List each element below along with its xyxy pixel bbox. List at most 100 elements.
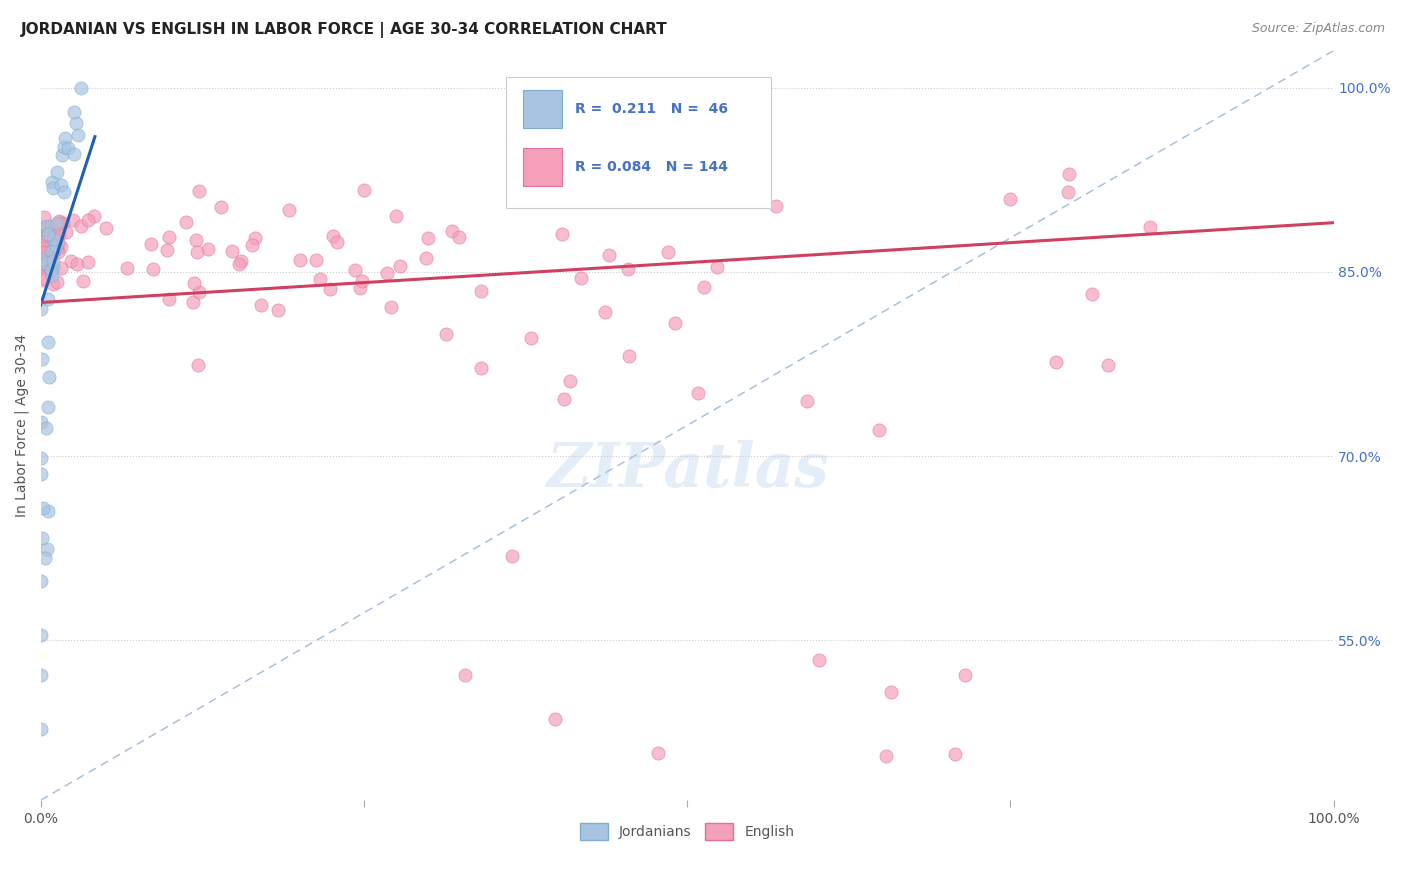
Point xyxy=(221,244,243,258)
Point xyxy=(42,232,65,246)
Point xyxy=(37,231,59,245)
Point xyxy=(30,667,52,681)
Point xyxy=(42,277,65,292)
Point xyxy=(37,292,59,306)
Point xyxy=(37,227,59,241)
Point xyxy=(470,284,492,298)
Text: JORDANIAN VS ENGLISH IN LABOR FORCE | AGE 30-34 CORRELATION CHART: JORDANIAN VS ENGLISH IN LABOR FORCE | AG… xyxy=(21,22,668,38)
Point xyxy=(657,245,679,260)
FancyBboxPatch shape xyxy=(523,90,561,128)
Point xyxy=(418,231,440,245)
Point xyxy=(343,262,366,277)
Point xyxy=(197,242,219,256)
Point xyxy=(37,249,59,263)
Point xyxy=(879,685,901,699)
Point xyxy=(796,393,818,408)
Point xyxy=(553,392,575,406)
Point xyxy=(83,209,105,223)
Point xyxy=(706,260,728,274)
Point xyxy=(46,235,69,250)
Point xyxy=(157,230,180,244)
Point xyxy=(39,263,62,277)
Point xyxy=(1097,358,1119,372)
Legend: Jordanians, English: Jordanians, English xyxy=(575,818,800,846)
Point xyxy=(1139,219,1161,234)
Point xyxy=(32,238,55,252)
Point xyxy=(388,259,411,273)
Point xyxy=(34,550,56,565)
Point xyxy=(943,747,966,761)
Point xyxy=(31,532,53,546)
Point xyxy=(32,245,55,260)
Text: Source: ZipAtlas.com: Source: ZipAtlas.com xyxy=(1251,22,1385,36)
Point xyxy=(551,227,574,241)
Point xyxy=(30,574,52,588)
Point xyxy=(42,260,65,275)
Text: ZIPatlas: ZIPatlas xyxy=(546,441,828,500)
Point xyxy=(1045,354,1067,368)
Point xyxy=(53,131,76,145)
Point xyxy=(520,331,543,345)
Point xyxy=(62,105,84,120)
Point xyxy=(31,234,53,248)
Point xyxy=(46,164,69,178)
Point xyxy=(70,219,93,234)
Text: R =  0.211   N =  46: R = 0.211 N = 46 xyxy=(575,102,727,116)
Point xyxy=(34,235,56,249)
Point xyxy=(322,228,344,243)
Point xyxy=(470,360,492,375)
Point xyxy=(42,246,65,260)
Point xyxy=(37,239,59,253)
Point xyxy=(174,215,197,229)
Point xyxy=(39,219,62,234)
Point xyxy=(32,237,55,252)
Point xyxy=(38,244,60,258)
Point xyxy=(34,421,56,435)
Point xyxy=(37,228,59,243)
Y-axis label: In Labor Force | Age 30-34: In Labor Force | Age 30-34 xyxy=(15,334,30,517)
Point xyxy=(32,220,55,235)
Point xyxy=(39,251,62,265)
Point xyxy=(353,183,375,197)
Point xyxy=(70,81,93,95)
Point xyxy=(619,349,641,363)
Point xyxy=(595,304,617,318)
Point xyxy=(62,213,84,227)
Point xyxy=(63,146,86,161)
Point xyxy=(142,261,165,276)
Point xyxy=(184,233,207,247)
Point xyxy=(49,240,72,254)
Point xyxy=(51,148,73,162)
Point xyxy=(34,241,56,255)
Point xyxy=(765,199,787,213)
Point xyxy=(37,401,59,415)
Point xyxy=(94,221,117,235)
Point xyxy=(288,252,311,267)
Point xyxy=(31,260,53,275)
Point xyxy=(183,276,205,290)
Point xyxy=(38,237,60,252)
Point xyxy=(55,226,77,240)
Point xyxy=(375,266,398,280)
Point xyxy=(35,256,58,270)
Point xyxy=(384,209,406,223)
Point xyxy=(53,139,76,153)
Point xyxy=(953,668,976,682)
Point xyxy=(1081,287,1104,301)
Point xyxy=(181,294,204,309)
Point xyxy=(58,141,80,155)
Point xyxy=(454,667,477,681)
Point xyxy=(35,240,58,254)
Point xyxy=(65,115,87,129)
Point xyxy=(309,271,332,285)
Point xyxy=(38,370,60,384)
Point xyxy=(35,219,58,234)
Point xyxy=(41,254,63,268)
Point xyxy=(30,253,52,268)
Point xyxy=(250,298,273,312)
Point xyxy=(66,257,89,271)
Point xyxy=(647,746,669,760)
FancyBboxPatch shape xyxy=(506,77,770,208)
Point xyxy=(617,262,640,277)
Point xyxy=(30,451,52,466)
